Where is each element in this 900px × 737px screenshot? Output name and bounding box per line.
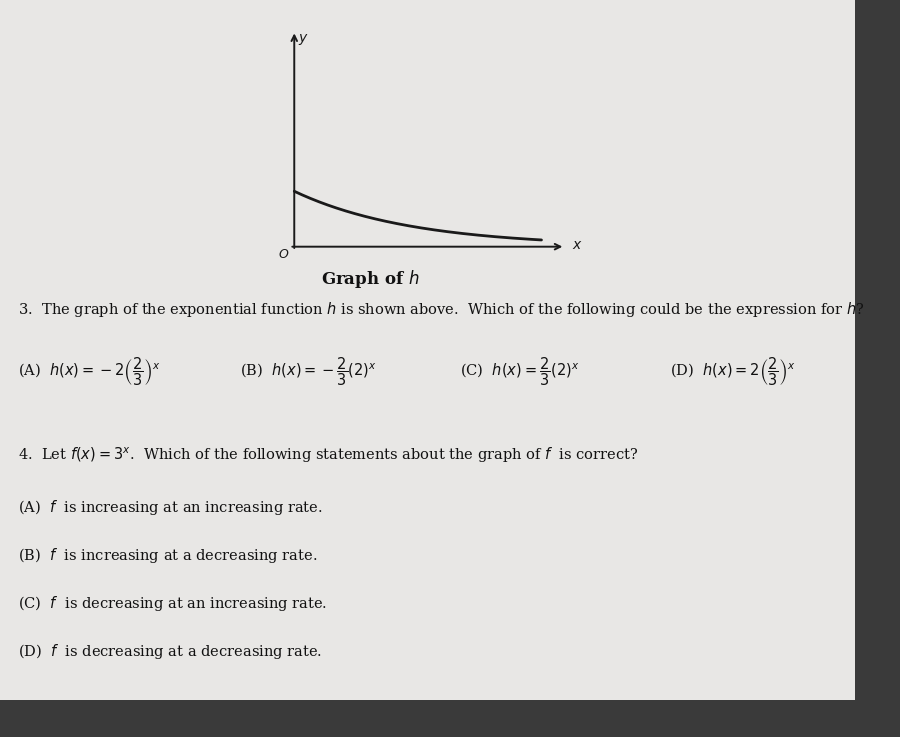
- Text: (A)  $f$  is increasing at an increasing rate.: (A) $f$ is increasing at an increasing r…: [18, 498, 322, 517]
- Text: 4.  Let $f(x)=3^x$.  Which of the following statements about the graph of $f$  i: 4. Let $f(x)=3^x$. Which of the followin…: [18, 445, 638, 464]
- Text: (B)  $f$  is increasing at a decreasing rate.: (B) $f$ is increasing at a decreasing ra…: [18, 546, 318, 565]
- Text: (B)  $h(x)=-\dfrac{2}{3}(2)^x$: (B) $h(x)=-\dfrac{2}{3}(2)^x$: [240, 355, 377, 388]
- Text: 3.  The graph of the exponential function $h$ is shown above.  Which of the foll: 3. The graph of the exponential function…: [18, 300, 864, 319]
- Text: Graph of $h$: Graph of $h$: [320, 268, 419, 290]
- Text: (C)  $f$  is decreasing at an increasing rate.: (C) $f$ is decreasing at an increasing r…: [18, 594, 328, 613]
- Text: (D)  $f$  is decreasing at a decreasing rate.: (D) $f$ is decreasing at a decreasing ra…: [18, 642, 322, 661]
- Text: (A)  $h(x)=-2\left(\dfrac{2}{3}\right)^x$: (A) $h(x)=-2\left(\dfrac{2}{3}\right)^x$: [18, 355, 160, 388]
- Text: (C)  $h(x)=\dfrac{2}{3}(2)^x$: (C) $h(x)=\dfrac{2}{3}(2)^x$: [460, 355, 580, 388]
- Text: $x$: $x$: [572, 238, 583, 252]
- Text: (D)  $h(x)=2\left(\dfrac{2}{3}\right)^x$: (D) $h(x)=2\left(\dfrac{2}{3}\right)^x$: [670, 355, 796, 388]
- Text: $y$: $y$: [298, 32, 309, 47]
- Text: $O$: $O$: [278, 248, 290, 261]
